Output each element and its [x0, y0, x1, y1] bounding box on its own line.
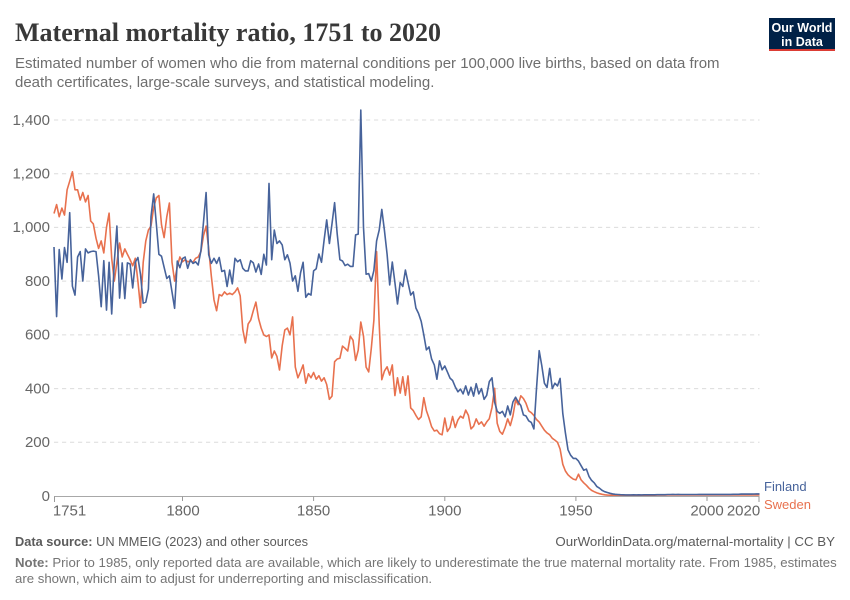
svg-text:200: 200 [25, 434, 50, 451]
svg-text:2000: 2000 [690, 503, 723, 520]
svg-text:Sweden: Sweden [764, 497, 811, 512]
svg-text:800: 800 [25, 273, 50, 290]
svg-text:2020: 2020 [727, 503, 760, 520]
svg-text:400: 400 [25, 380, 50, 397]
svg-text:1,400: 1,400 [12, 112, 50, 129]
svg-text:Finland: Finland [764, 479, 807, 494]
svg-text:0: 0 [42, 488, 50, 505]
svg-text:1950: 1950 [559, 503, 592, 520]
svg-text:1751: 1751 [53, 503, 86, 520]
svg-text:1,200: 1,200 [12, 166, 50, 183]
svg-text:1,000: 1,000 [12, 219, 50, 236]
svg-text:1850: 1850 [297, 503, 330, 520]
svg-text:1900: 1900 [428, 503, 461, 520]
svg-text:1800: 1800 [166, 503, 199, 520]
svg-text:600: 600 [25, 327, 50, 344]
